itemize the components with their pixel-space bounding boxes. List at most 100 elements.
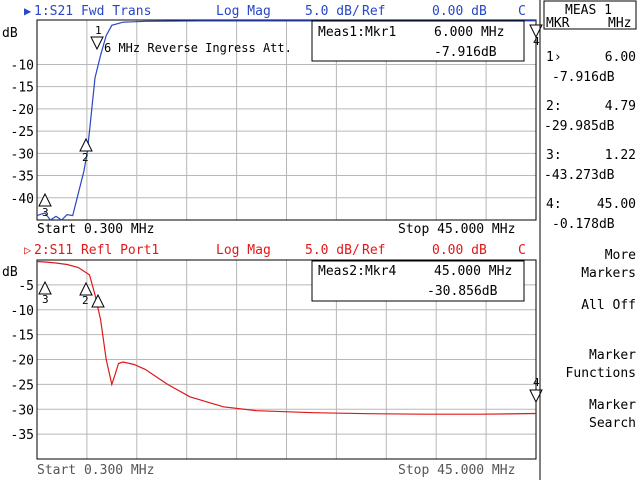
trace1-stop: Stop 45.000 MHz	[398, 222, 515, 237]
trace2-readout-box	[311, 260, 525, 302]
trace1-marker-4-label: 4	[533, 35, 540, 48]
marker-functions-softkey[interactable]: Marker Functions	[566, 348, 637, 381]
meas-title-box	[543, 0, 637, 30]
more-markers-line2: Markers	[581, 266, 636, 281]
marker-row-4-value: -0.178dB	[552, 217, 615, 232]
trace1-ref-value: 0.00 dB	[432, 4, 487, 19]
marker-row-2-value: -29.985dB	[544, 119, 615, 134]
trace1-marker-4[interactable]: 4	[529, 24, 543, 48]
marker-row-1[interactable]: 1› 6.00 -7.916dB	[546, 50, 636, 85]
trace1-marker-3-label: 3	[42, 206, 49, 219]
mhz-col-label: MHz	[608, 16, 631, 31]
softkey-panel: MEAS 1 MKR MHz 1› 6.00 -7.916dB 2: 4.79 …	[539, 0, 637, 480]
trace1-marker-2-label: 2	[82, 151, 89, 164]
trace2-format: Log Mag	[216, 243, 271, 258]
more-markers-softkey[interactable]: More Markers	[581, 248, 636, 281]
trace2-ref-value: 0.00 dB	[432, 243, 487, 258]
trace2-y-unit: dB	[2, 265, 18, 280]
trace2-markers: 2 3 4	[38, 280, 543, 404]
trace1-label: 1:S21 Fwd Trans	[34, 4, 151, 19]
marker-row-2-id: 2:	[546, 99, 562, 114]
marker-search-softkey[interactable]: Marker Search	[589, 398, 636, 431]
trace2-readout-freq: 45.000 MHz	[434, 264, 512, 279]
trace2-marker-extra[interactable]	[91, 293, 105, 308]
trace2-y-tick-label: -5	[18, 279, 34, 294]
trace1-y-tick-labels: -10 -15 -20 -25 -30 -35 -40	[11, 58, 34, 206]
trace1-readout-box	[311, 20, 525, 62]
trace2-marker-3-label: 3	[42, 293, 49, 306]
trace2-y-tick-label: -25	[11, 378, 34, 393]
trace2-y-tick-label: -10	[11, 304, 34, 319]
more-markers-line1: More	[605, 248, 636, 263]
trace1-readout-name: Meas1:Mkr1	[318, 25, 396, 40]
trace1-y-unit: dB	[2, 26, 18, 41]
trace2-y-tick-label: -30	[11, 403, 34, 418]
marker-row-3[interactable]: 3: 1.22 -43.273dB	[544, 148, 636, 183]
trace2-marker-4[interactable]: 4	[529, 376, 543, 404]
trace2-marker-2[interactable]: 2	[79, 281, 93, 307]
marker-row-1-id: 1›	[546, 50, 562, 65]
trace2-readout-value: -30.856dB	[427, 284, 498, 299]
trace2-y-tick-label: -35	[11, 428, 34, 443]
trace1-y-tick-label: -20	[11, 103, 34, 118]
marker-row-4-id: 4:	[546, 197, 562, 212]
trace2-readout-name: Meas2:Mkr4	[318, 264, 396, 279]
marker-table: 1› 6.00 -7.916dB 2: 4.79 -29.985dB 3: 1.…	[544, 50, 636, 232]
trace1-format: Log Mag	[216, 4, 271, 19]
trace2-scale: 5.0 dB/	[305, 243, 360, 258]
trace2-ref-label: Ref	[362, 243, 385, 258]
trace1-ref-label: Ref	[362, 4, 385, 19]
trace1-marker-3[interactable]: 3	[38, 192, 52, 219]
trace1-coupling: C	[518, 4, 526, 19]
trace2-y-tick-label: -20	[11, 354, 34, 369]
trace1-marker-2[interactable]: 2	[79, 137, 93, 164]
trace1-y-tick-label: -15	[11, 81, 34, 96]
trace1-y-tick-label: -35	[11, 170, 34, 185]
trace1-marker-1-label: 1	[95, 24, 102, 37]
trace1-readout-value: -7.916dB	[434, 45, 497, 60]
trace1-readout-freq: 6.000 MHz	[434, 25, 504, 40]
trace1-y-tick-label: -30	[11, 147, 34, 162]
marker-row-2[interactable]: 2: 4.79 -29.985dB	[544, 99, 636, 134]
marker-row-4[interactable]: 4: 45.00 -0.178dB	[546, 197, 636, 232]
trace1-active-arrow: ▶	[24, 4, 32, 18]
trace2-plot-frame	[36, 259, 537, 460]
trace2-curve	[36, 260, 537, 415]
marker-row-1-value: -7.916dB	[552, 70, 615, 85]
trace1-annotation: 6 MHz Reverse Ingress Att.	[104, 41, 292, 55]
trace2-grid	[37, 260, 536, 459]
trace2-label: 2:S11 Refl Port1	[34, 243, 159, 258]
trace1-y-tick-label: -40	[11, 192, 34, 207]
mkr-col-label: MKR	[546, 16, 570, 31]
trace1-marker-1[interactable]: 1	[90, 24, 104, 51]
trace2-start: Start 0.300 MHz	[37, 463, 154, 478]
marker-row-4-freq: 45.00	[597, 197, 636, 212]
trace1-plot-frame	[36, 19, 537, 221]
trace1-scale: 5.0 dB/	[305, 4, 360, 19]
marker-row-3-value: -43.273dB	[544, 168, 615, 183]
marker-row-2-freq: 4.79	[605, 99, 636, 114]
trace2-marker-readout: Meas2:Mkr4 45.000 MHz -30.856dB	[311, 260, 525, 302]
all-off-softkey[interactable]: All Off	[581, 298, 636, 313]
marker-functions-line1: Marker	[589, 348, 636, 363]
marker-search-line2: Search	[589, 416, 636, 431]
trace1-start: Start 0.300 MHz	[37, 222, 154, 237]
trace1-marker-readout: Meas1:Mkr1 6.000 MHz -7.916dB	[311, 20, 525, 62]
trace2-marker-3[interactable]: 3	[38, 280, 52, 306]
trace1-markers: 1 2 3 4	[38, 24, 543, 219]
trace2-y-tick-labels: -5 -10 -15 -20 -25 -30 -35	[11, 279, 34, 443]
marker-row-3-id: 3:	[546, 148, 562, 163]
trace2-y-tick-label: -15	[11, 329, 34, 344]
trace2-marker-2-label: 2	[82, 294, 89, 307]
trace2-marker-4-label: 4	[533, 376, 540, 389]
meas-title: MEAS 1	[565, 3, 612, 18]
trace1-y-tick-label: -25	[11, 125, 34, 140]
marker-row-1-freq: 6.00	[605, 50, 636, 65]
trace2-stop: Stop 45.000 MHz	[398, 463, 515, 478]
marker-search-line1: Marker	[589, 398, 636, 413]
trace2-coupling: C	[518, 243, 526, 258]
marker-row-3-freq: 1.22	[605, 148, 636, 163]
marker-functions-line2: Functions	[566, 366, 636, 381]
trace2-active-arrow: ▷	[24, 243, 32, 257]
trace1-header: ▶ 1:S21 Fwd Trans Log Mag 5.0 dB/ Ref 0.…	[24, 4, 526, 19]
